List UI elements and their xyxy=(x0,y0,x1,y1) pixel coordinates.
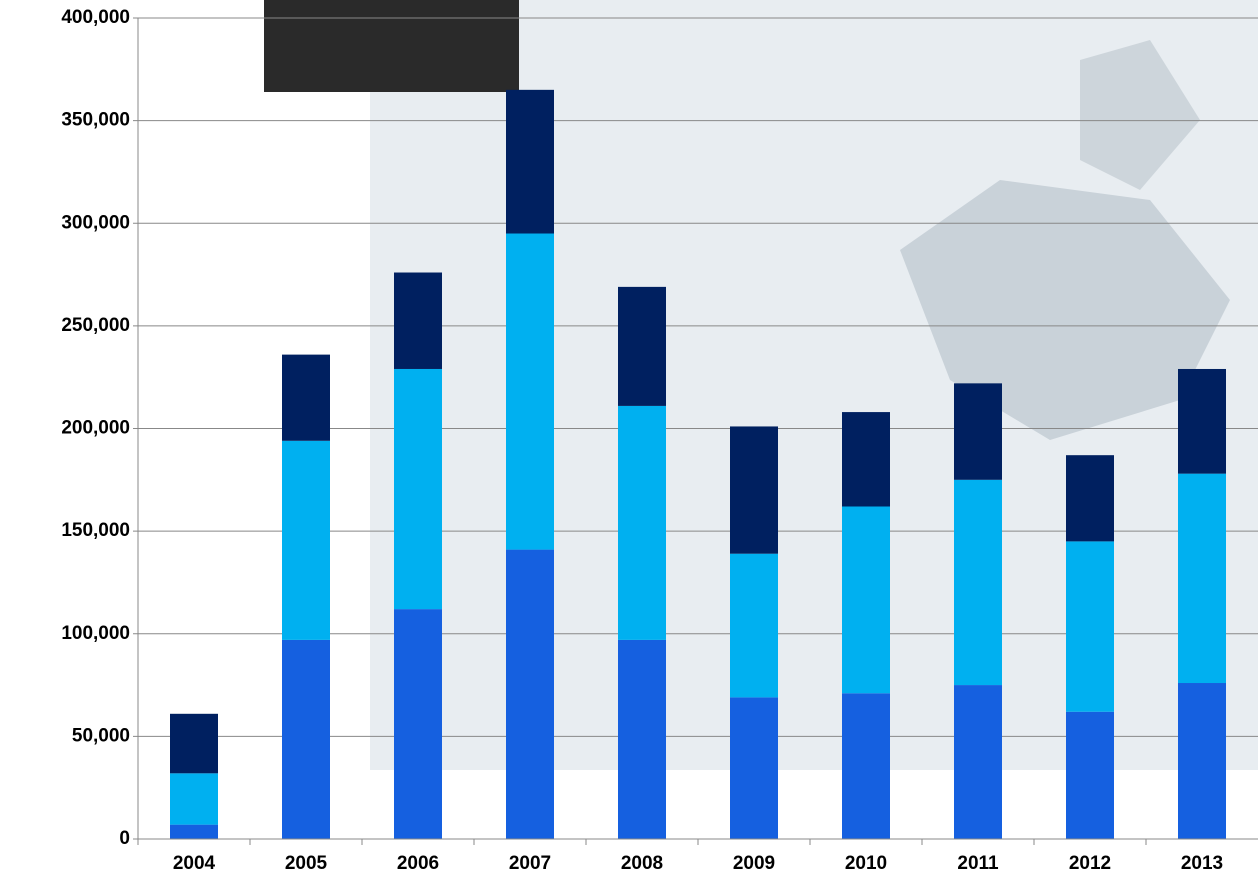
y-tick-label: 0 xyxy=(119,828,130,849)
bar-segment xyxy=(730,553,778,698)
y-tick-label: 50,000 xyxy=(72,725,130,746)
bar-segment xyxy=(282,354,330,441)
y-tick-label: 100,000 xyxy=(61,623,130,644)
bar-segment xyxy=(1066,541,1114,712)
bar-segment xyxy=(954,685,1002,839)
x-tick-label: 2008 xyxy=(621,853,663,874)
bar-segment xyxy=(506,233,554,550)
y-tick-label: 250,000 xyxy=(61,315,130,336)
x-tick-label: 2012 xyxy=(1069,853,1111,874)
bar-segment xyxy=(842,412,890,507)
inset-image xyxy=(264,0,519,92)
x-tick-label: 2009 xyxy=(733,853,775,874)
bar-segment xyxy=(282,440,330,640)
bar-segment xyxy=(506,549,554,839)
x-tick-label: 2005 xyxy=(285,853,328,874)
bar-segment xyxy=(730,426,778,554)
x-tick-label: 2011 xyxy=(957,853,999,874)
y-tick-label: 400,000 xyxy=(61,7,130,28)
x-tick-label: 2004 xyxy=(173,853,216,874)
bar-segment xyxy=(1066,711,1114,839)
bar-segment xyxy=(618,639,666,839)
y-tick-label: 200,000 xyxy=(61,418,130,439)
x-tick-label: 2007 xyxy=(509,853,551,874)
x-tick-label: 2010 xyxy=(845,853,887,874)
bar-segment xyxy=(394,272,442,369)
map-region xyxy=(900,180,1230,440)
bar-segment xyxy=(1178,473,1226,684)
bar-segment xyxy=(618,286,666,406)
bar-segment xyxy=(1178,368,1226,474)
x-tick-label: 2006 xyxy=(397,853,439,874)
bar-segment xyxy=(282,639,330,839)
bar-segment xyxy=(1178,683,1226,839)
bar-segment xyxy=(170,713,218,774)
bar-segment xyxy=(394,609,442,839)
map-region xyxy=(1080,40,1200,190)
bar-segment xyxy=(1066,455,1114,542)
bar-segment xyxy=(954,383,1002,480)
y-tick-label: 350,000 xyxy=(61,110,130,131)
bar-segment xyxy=(506,89,554,234)
bar-segment xyxy=(730,697,778,839)
bar-segment xyxy=(842,693,890,839)
y-tick-label: 300,000 xyxy=(61,212,130,233)
bar-segment xyxy=(394,368,442,610)
bar-segment xyxy=(170,773,218,825)
bar-segment xyxy=(170,824,218,839)
bar-segment xyxy=(618,405,666,640)
x-tick-label: 2013 xyxy=(1181,853,1223,874)
bar-segment xyxy=(954,479,1002,686)
y-tick-label: 150,000 xyxy=(61,520,130,541)
bar-segment xyxy=(842,506,890,694)
